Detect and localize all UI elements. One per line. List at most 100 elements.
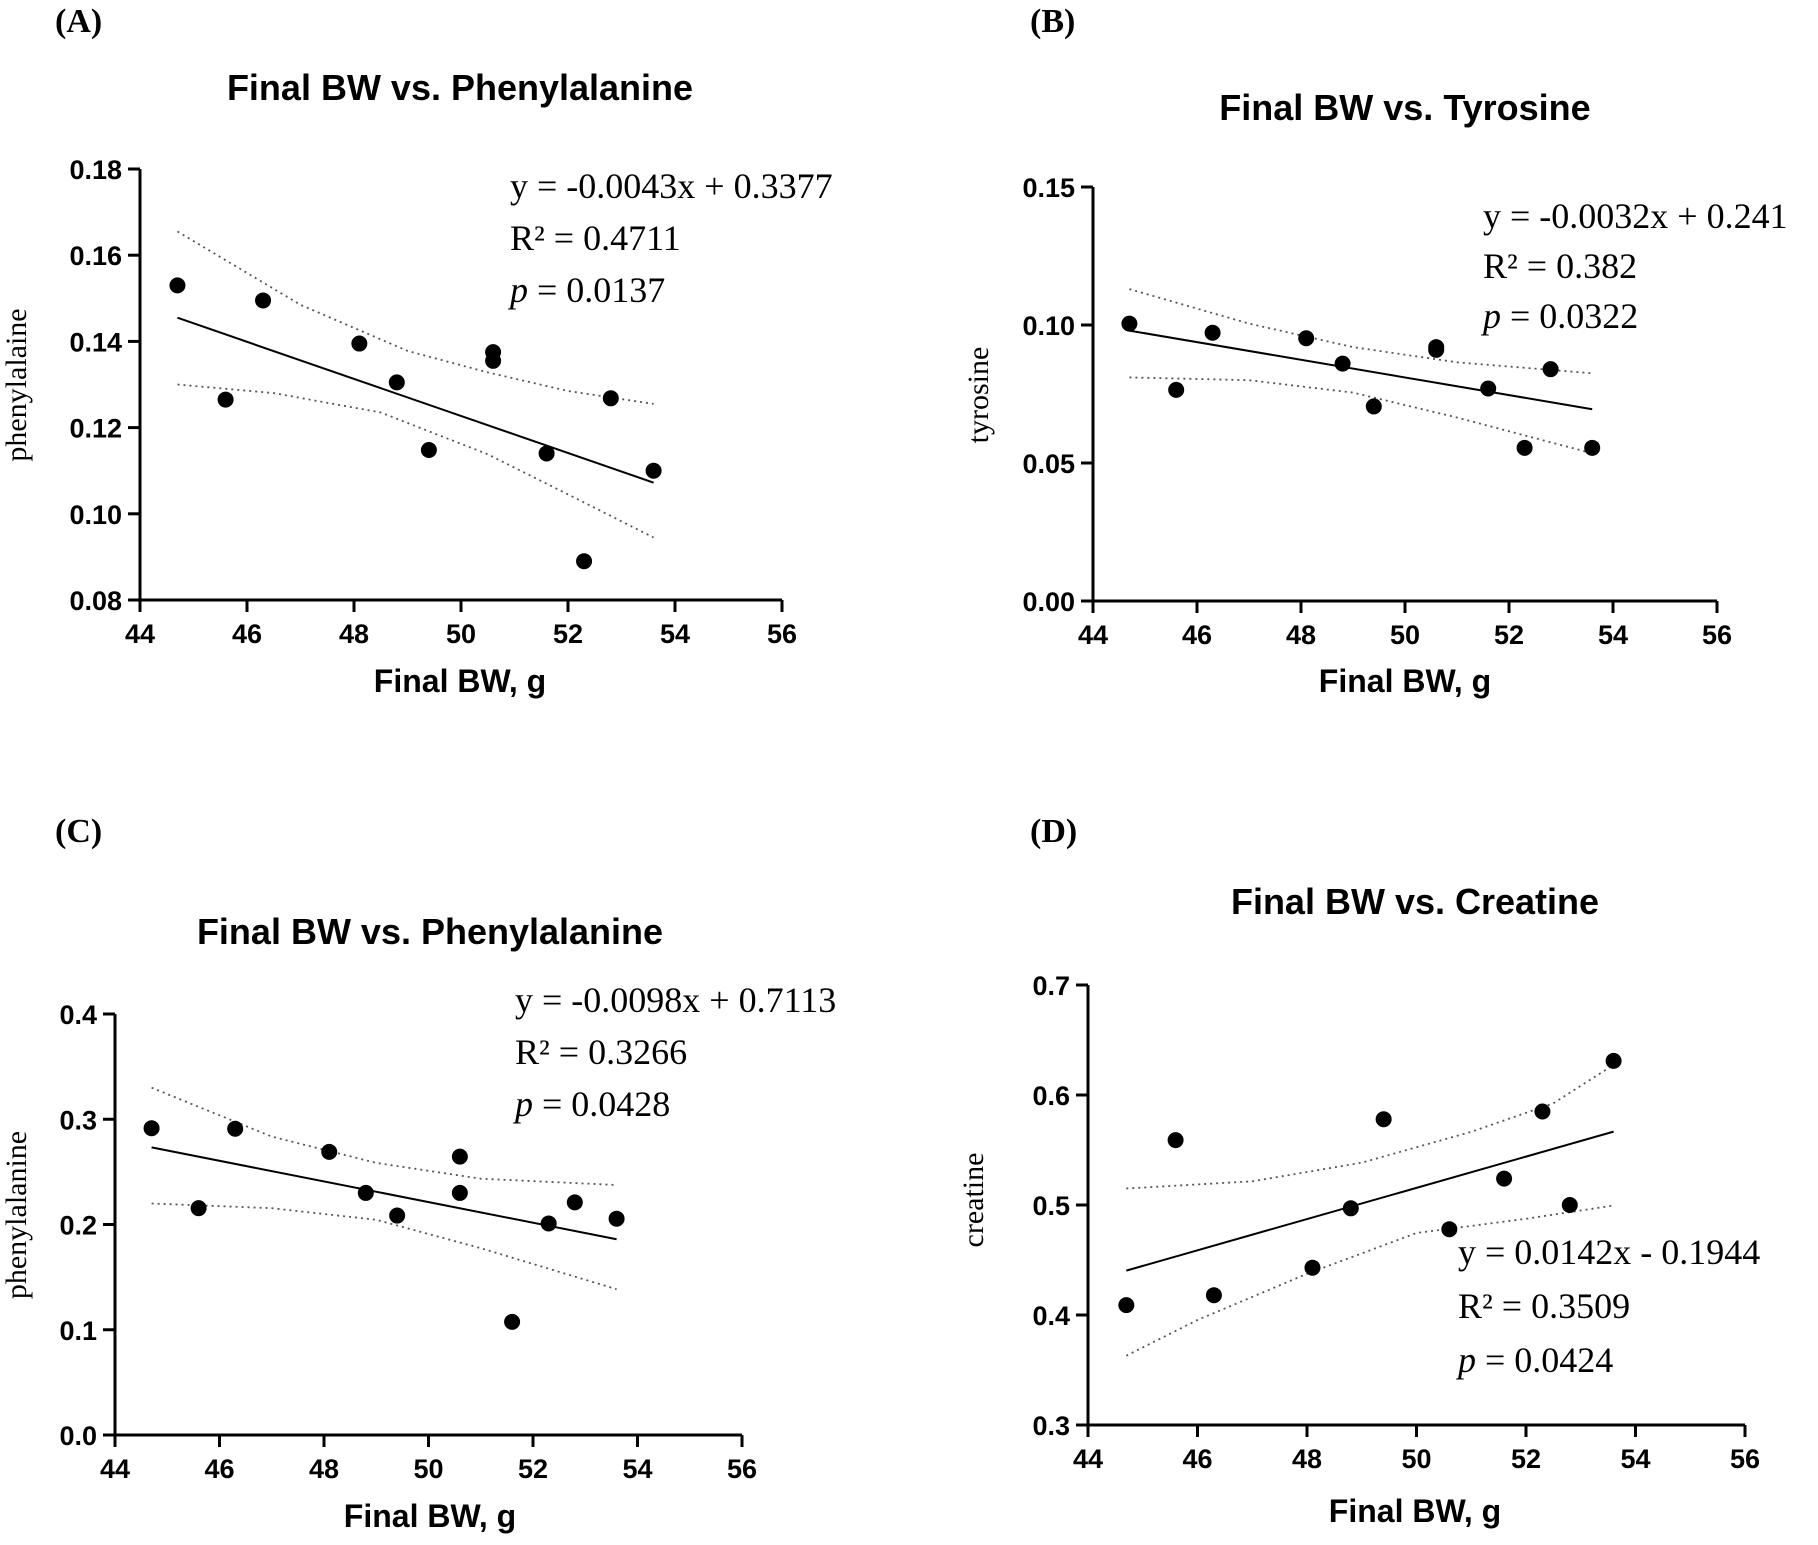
x-tick-label: 56 [1730, 1444, 1760, 1474]
x-axis-label: Final BW, g [1319, 663, 1491, 699]
x-tick-label: 56 [1702, 620, 1732, 650]
y-axis-label: phenylalaine [0, 308, 33, 461]
panel-label: (C) [55, 813, 102, 850]
data-point [1605, 1052, 1622, 1069]
data-point [227, 1120, 244, 1137]
chart-title: Final BW vs. Phenylalanine [197, 911, 663, 952]
y-axis-label: phenylalanine [0, 1131, 33, 1299]
p-value-line: p = 0.0137 [507, 270, 665, 310]
x-tick-label: 44 [100, 1454, 130, 1484]
data-point [255, 292, 272, 309]
p-value: = 0.0137 [528, 270, 665, 310]
regression-equation: y = 0.0142x - 0.1944 [1458, 1232, 1760, 1272]
y-tick-label: 0.4 [1032, 1301, 1070, 1331]
data-point [566, 1194, 583, 1211]
x-tick-label: 46 [1182, 620, 1212, 650]
data-point [420, 442, 437, 459]
x-tick-label: 48 [339, 619, 369, 649]
chart-title: Final BW vs. Creatine [1231, 881, 1599, 922]
regression-line [151, 1146, 617, 1241]
regression-equation: y = -0.0098x + 0.7113 [515, 980, 836, 1020]
x-tick-label: 46 [232, 619, 262, 649]
x-tick-label: 54 [1620, 1444, 1650, 1474]
data-point [1168, 381, 1185, 398]
x-tick-label: 54 [622, 1454, 652, 1484]
data-point [645, 462, 662, 479]
data-point [1304, 1259, 1321, 1276]
data-point [357, 1184, 374, 1201]
y-tick-label: 0.05 [1022, 449, 1075, 479]
regression-line [1126, 1130, 1614, 1272]
p-symbol: p [512, 1084, 533, 1124]
chart-panel: (C) Final BW vs. Phenylalanine 44 46 48 50 52 5… [0, 813, 836, 1534]
x-tick-label: 48 [1286, 620, 1316, 650]
confidence-band-lower [1129, 376, 1593, 455]
y-tick-label: 0.1 [59, 1316, 97, 1346]
x-tick-label: 50 [446, 619, 476, 649]
y-tick-label: 0.3 [59, 1105, 97, 1135]
p-symbol: p [1455, 1340, 1476, 1380]
y-tick-label: 0.10 [69, 500, 122, 530]
data-point [1480, 380, 1497, 397]
data-point [451, 1148, 468, 1165]
y-tick-label: 0.5 [1032, 1191, 1070, 1221]
data-point [1375, 1111, 1392, 1128]
p-symbol: p [1480, 296, 1501, 336]
p-symbol: p [507, 270, 528, 310]
regression-equation: y = -0.0043x + 0.3377 [510, 166, 833, 206]
data-point [1205, 1287, 1222, 1304]
data-point [608, 1210, 625, 1227]
x-tick-label: 56 [727, 1454, 757, 1484]
r-squared: R² = 0.382 [1483, 246, 1637, 286]
y-tick-label: 0.00 [1022, 587, 1075, 617]
regression-line [1129, 329, 1593, 411]
data-point [217, 391, 234, 408]
regression-line [177, 316, 654, 484]
data-point [388, 374, 405, 391]
data-point [1516, 439, 1533, 456]
y-tick-label: 0.18 [69, 155, 122, 185]
confidence-band-upper [177, 230, 654, 405]
data-point [602, 390, 619, 407]
panel-label: (B) [1030, 3, 1075, 40]
p-value: = 0.0424 [1476, 1340, 1613, 1380]
x-axis-label: Final BW, g [344, 1498, 516, 1534]
x-tick-label: 54 [1598, 620, 1628, 650]
x-tick-label: 52 [1511, 1444, 1541, 1474]
data-point [538, 445, 555, 462]
data-point [389, 1207, 406, 1224]
data-point [1534, 1103, 1551, 1120]
x-tick-label: 46 [204, 1454, 234, 1484]
data-point [1334, 355, 1351, 372]
r-squared: R² = 0.3509 [1458, 1286, 1630, 1326]
p-value: = 0.0428 [533, 1084, 670, 1124]
y-tick-label: 0.16 [69, 241, 122, 271]
y-tick-label: 0.15 [1022, 173, 1075, 203]
y-axis-label: tyrosine [962, 347, 995, 444]
y-tick-label: 0.6 [1032, 1081, 1070, 1111]
chart-panel: (D) Final BW vs. Creatine 44 46 48 50 52 54 56 0.… [957, 813, 1760, 1529]
x-tick-label: 54 [660, 619, 690, 649]
panel-label: (A) [55, 3, 102, 40]
data-point [190, 1200, 207, 1217]
x-axis-label: Final BW, g [1329, 1493, 1501, 1529]
x-axis-label: Final BW, g [374, 663, 546, 699]
p-value: = 0.0322 [1501, 296, 1638, 336]
x-tick-label: 48 [309, 1454, 339, 1484]
y-tick-label: 0.2 [59, 1211, 97, 1241]
data-point [1542, 361, 1559, 378]
confidence-band-upper [1126, 1064, 1615, 1190]
y-tick-label: 0.10 [1022, 311, 1075, 341]
data-point [143, 1120, 160, 1137]
data-point [451, 1184, 468, 1201]
data-point [485, 352, 502, 369]
chart-title: Final BW vs. Phenylalanine [227, 67, 693, 108]
data-point [1584, 439, 1601, 456]
x-tick-label: 44 [125, 619, 155, 649]
x-tick-label: 52 [553, 619, 583, 649]
regression-equation: y = -0.0032x + 0.241 [1483, 196, 1788, 236]
chart-panel: (A) Final BW vs. Phenylalanine 44 46 48 50 52 5… [0, 3, 833, 699]
y-tick-label: 0.12 [69, 414, 122, 444]
p-value-line: p = 0.0322 [1480, 296, 1638, 336]
